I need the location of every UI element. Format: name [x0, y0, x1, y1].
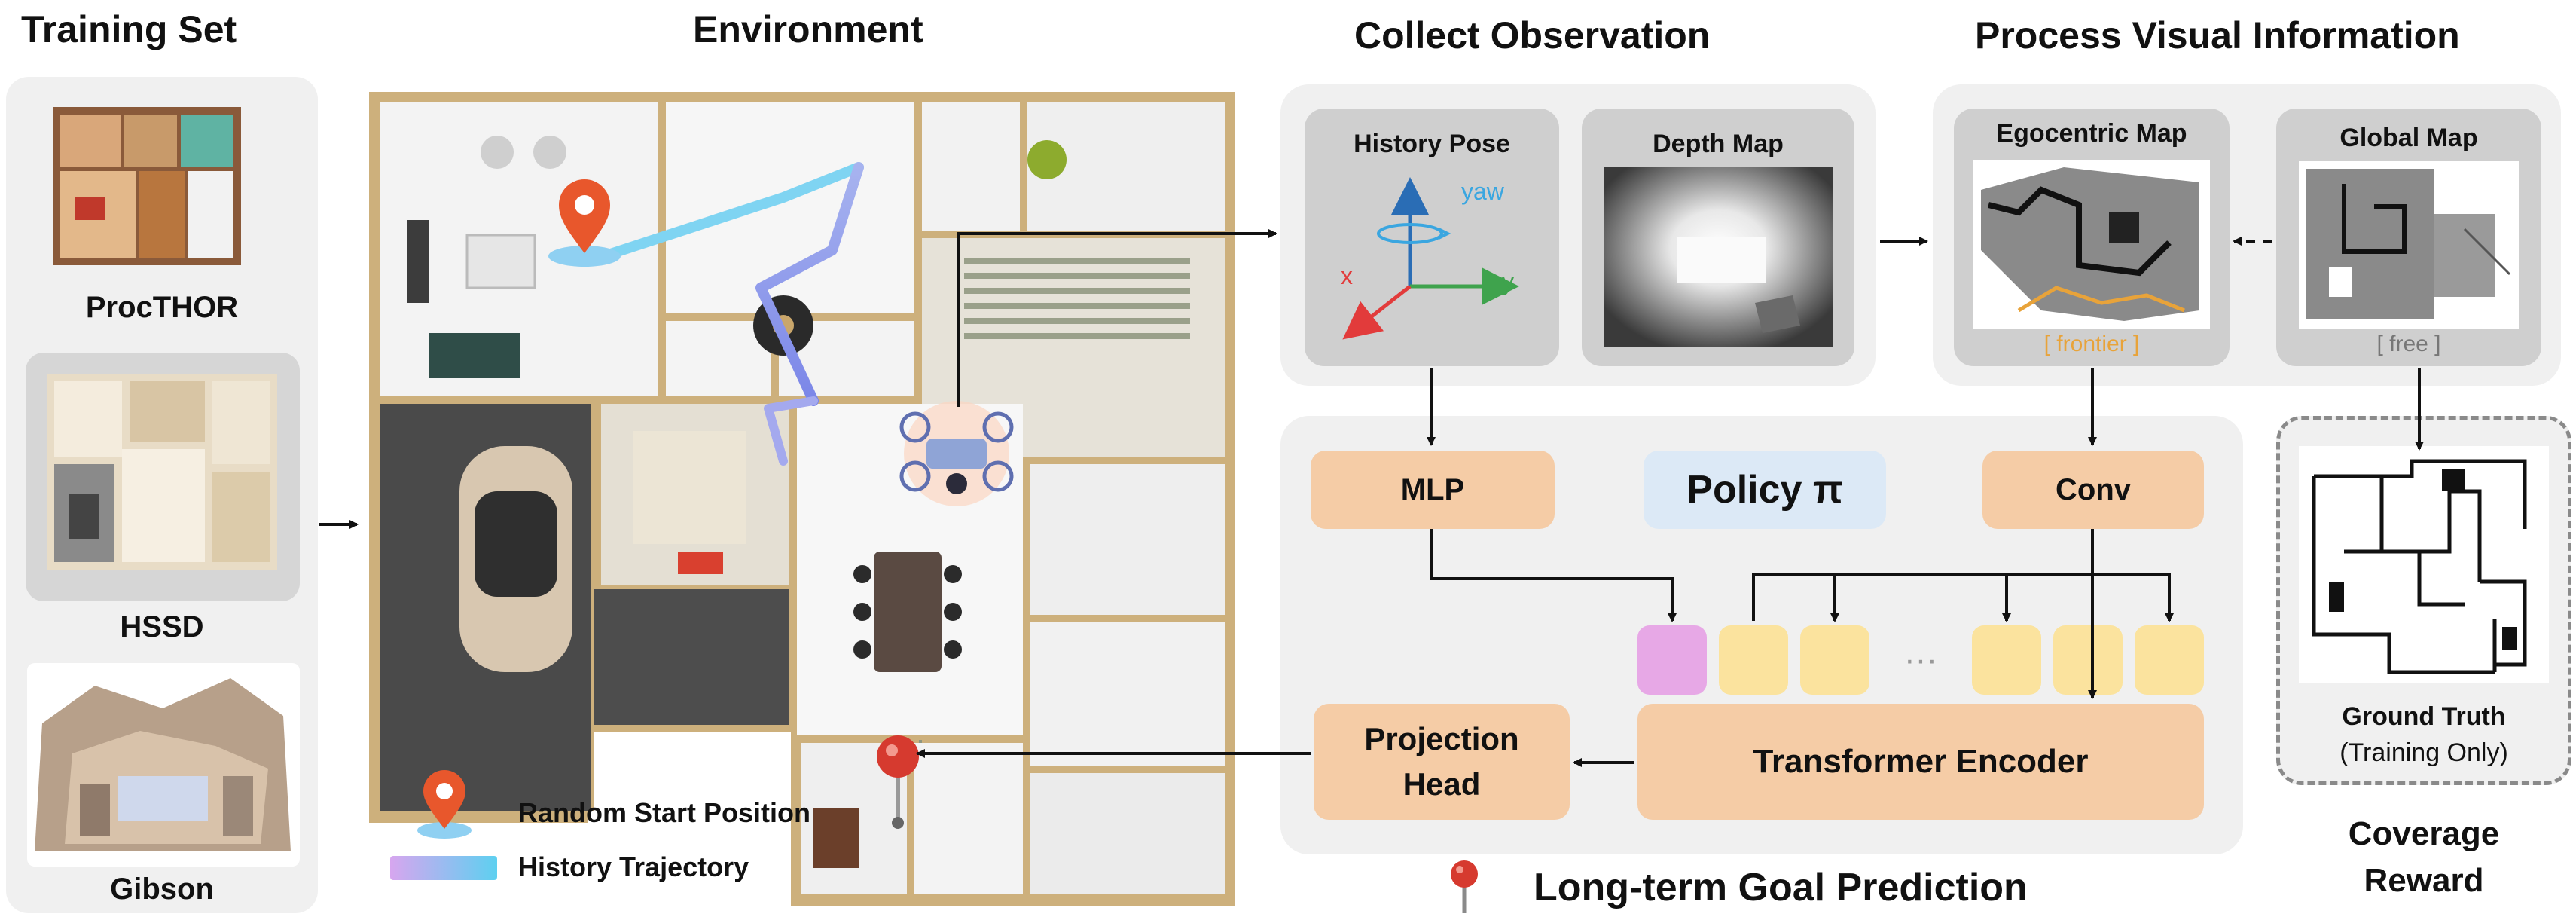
policy-title: Policy π — [1644, 451, 1886, 529]
gibson-thumbnail — [27, 663, 300, 867]
map-token — [2135, 625, 2204, 695]
depth-map-image — [1604, 167, 1833, 347]
x-axis-label: x — [1341, 262, 1353, 289]
procthor-floorplan-icon — [53, 107, 241, 265]
collect-observation-title: Collect Observation — [1354, 14, 1711, 57]
map-token — [1800, 625, 1869, 695]
hssd-thumbnail — [39, 366, 285, 577]
history-pose-label: History Pose — [1354, 130, 1510, 158]
house-floorplan-icon — [369, 92, 1235, 906]
procthor-label: ProcTHOR — [85, 291, 239, 324]
free-tag: [ free ] — [2376, 332, 2441, 356]
training-set-title: Training Set — [21, 8, 237, 50]
mlp-block: MLP — [1311, 451, 1555, 529]
map-token — [1972, 625, 2041, 695]
egocentric-map-image — [1973, 160, 2210, 329]
yaw-axis-label: yaw — [1461, 178, 1504, 205]
map-token — [2053, 625, 2123, 695]
global-map-label: Global Map — [2339, 124, 2478, 152]
environment-floorplan — [362, 84, 1243, 913]
projection-head-block: Projection Head — [1314, 704, 1570, 820]
token-ellipsis: ··· — [1904, 641, 1937, 678]
frontier-tag: [ frontier ] — [2043, 332, 2140, 356]
egocentric-map-label: Egocentric Map — [1996, 119, 2187, 148]
goal-pin-icon — [1449, 859, 1479, 916]
pose-token — [1637, 625, 1707, 695]
ground-truth-map-image — [2299, 446, 2549, 683]
global-map-image — [2299, 161, 2519, 329]
process-visual-title: Process Visual Information — [1975, 14, 2460, 57]
hssd-floorplan-icon — [47, 374, 277, 570]
pose-axes-diagram — [1320, 173, 1546, 354]
hssd-label: HSSD — [120, 610, 204, 643]
environment-title: Environment — [693, 8, 923, 50]
transformer-encoder-block: Transformer Encoder — [1637, 704, 2204, 820]
map-token — [1719, 625, 1788, 695]
depth-map-label: Depth Map — [1653, 130, 1784, 158]
procthor-thumbnail — [30, 92, 256, 280]
ground-truth-label: Ground Truth — [2342, 702, 2506, 731]
ground-truth-sublabel: (Training Only) — [2339, 738, 2508, 767]
gibson-scan-icon — [27, 663, 300, 867]
coverage-reward-label: Coverage Reward — [2348, 815, 2500, 899]
trajectory-legend-swatch — [390, 856, 497, 880]
gibson-label: Gibson — [110, 873, 214, 906]
y-axis-label: y — [1502, 268, 1514, 295]
legend-trajectory-label: History Trajectory — [518, 851, 749, 882]
start-position-legend-icon — [416, 770, 473, 839]
goal-prediction-label: Long-term Goal Prediction — [1534, 866, 2028, 909]
conv-block: Conv — [1982, 451, 2204, 529]
legend-start-label: Random Start Position — [518, 797, 811, 828]
